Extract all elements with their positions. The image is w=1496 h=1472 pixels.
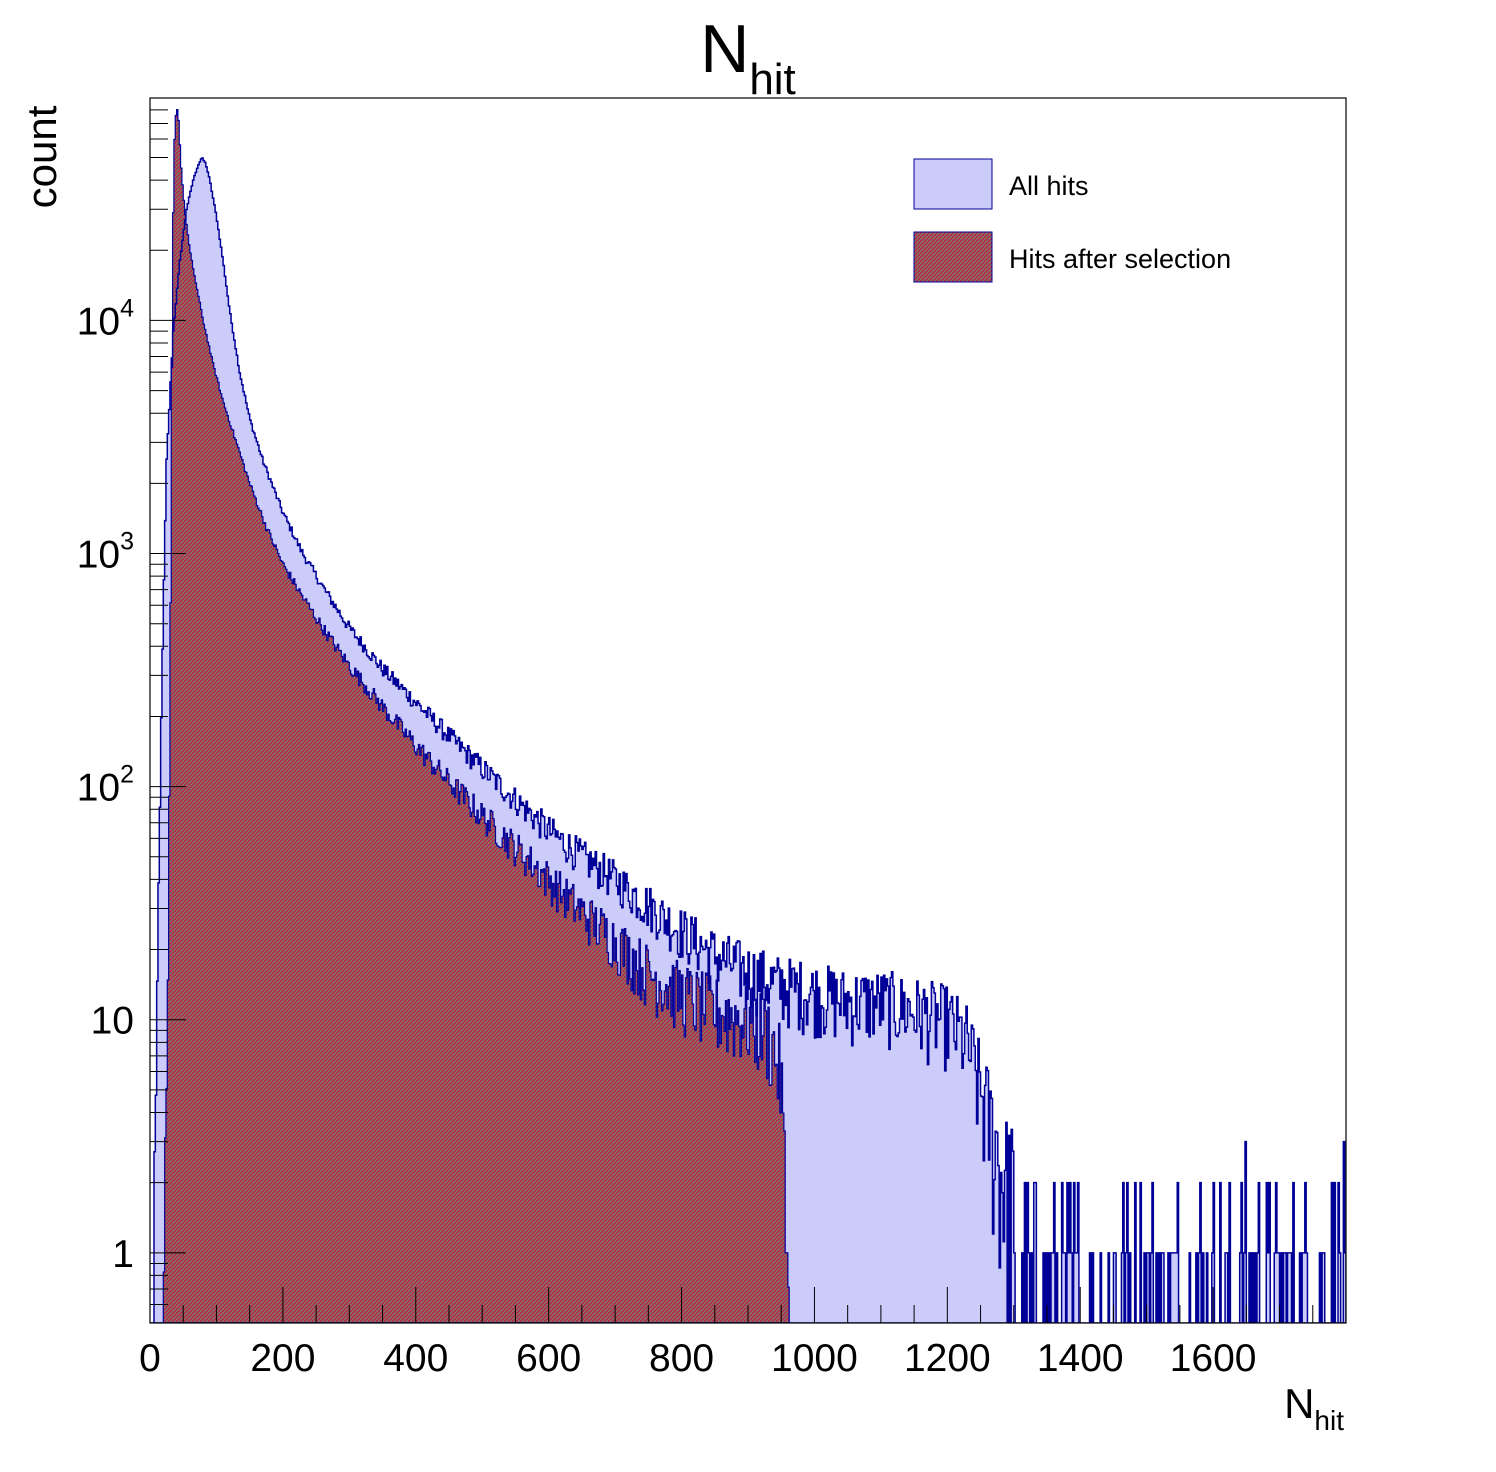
plot-area bbox=[150, 108, 1346, 1323]
y-tick-label: 103 bbox=[77, 528, 134, 577]
x-axis-ticks: 0 200 400 600 800 1000 1200 1400 1600 bbox=[139, 1287, 1347, 1380]
series-selected-hits-outline bbox=[150, 108, 791, 1323]
x-tick-label: 400 bbox=[383, 1337, 448, 1380]
x-tick-label: 1000 bbox=[771, 1337, 858, 1380]
y-tick-label: 102 bbox=[77, 761, 134, 810]
legend-label-selected-hits: Hits after selection bbox=[1009, 244, 1231, 274]
legend-swatch-selected-hits bbox=[913, 231, 993, 283]
series-selected-hits-fill bbox=[150, 109, 791, 1323]
y-tick-label: 104 bbox=[77, 294, 134, 343]
x-tick-label: 0 bbox=[139, 1337, 161, 1380]
x-tick-label: 1400 bbox=[1037, 1337, 1124, 1380]
legend-swatch-all-hits bbox=[913, 158, 993, 210]
x-tick-label: 1200 bbox=[904, 1337, 991, 1380]
plot-frame bbox=[149, 97, 1347, 1324]
y-tick-label: 1 bbox=[112, 1233, 134, 1276]
y-axis-ticks: 1 10 102 103 104 bbox=[77, 97, 186, 1324]
chart-title: Nhit bbox=[700, 11, 796, 104]
x-axis-label: Nhit bbox=[1284, 1380, 1344, 1436]
x-axis-label-sub: hit bbox=[1314, 1405, 1344, 1436]
x-axis-label-main: N bbox=[1284, 1380, 1314, 1427]
series-all-hits-outline bbox=[150, 157, 1346, 1323]
legend: All hits Hits after selection bbox=[913, 158, 1231, 283]
chart-title-sub: hit bbox=[749, 55, 795, 104]
legend-label-all-hits: All hits bbox=[1009, 171, 1089, 201]
x-tick-label: 1600 bbox=[1170, 1337, 1257, 1380]
x-tick-label: 800 bbox=[649, 1337, 714, 1380]
x-tick-label: 200 bbox=[250, 1337, 315, 1380]
y-axis-label: count bbox=[18, 105, 65, 208]
x-tick-label: 600 bbox=[516, 1337, 581, 1380]
chart-title-main: N bbox=[700, 11, 749, 87]
y-tick-label: 10 bbox=[91, 1000, 134, 1043]
